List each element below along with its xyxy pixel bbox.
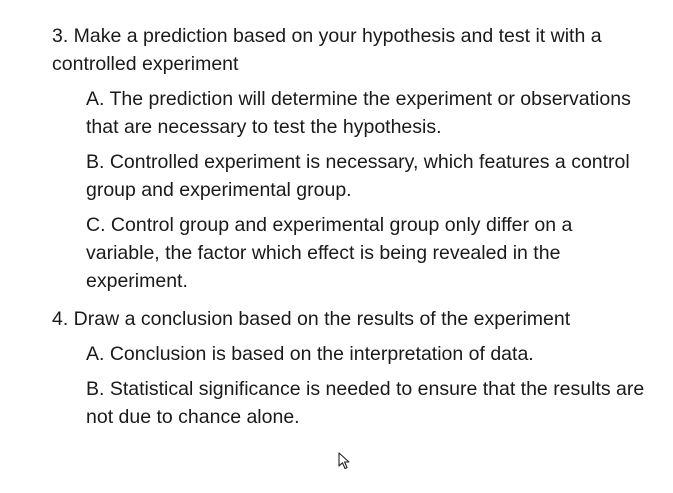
step-4-heading: 4. Draw a conclusion based on the result… xyxy=(52,308,571,330)
mouse-pointer-icon xyxy=(338,452,350,470)
step-4-item-a: A. Conclusion is based on the interpreta… xyxy=(86,343,534,365)
step-3-item-a: A. The prediction will determine the exp… xyxy=(86,88,631,138)
step-3-item-b: B. Controlled experiment is necessary, w… xyxy=(86,151,630,201)
step-3-item-c: C. Control group and experimental group … xyxy=(86,214,573,292)
step-4-item-b: B. Statistical significance is needed to… xyxy=(86,378,645,428)
step-3-heading: 3. Make a prediction based on your hypot… xyxy=(52,25,602,75)
